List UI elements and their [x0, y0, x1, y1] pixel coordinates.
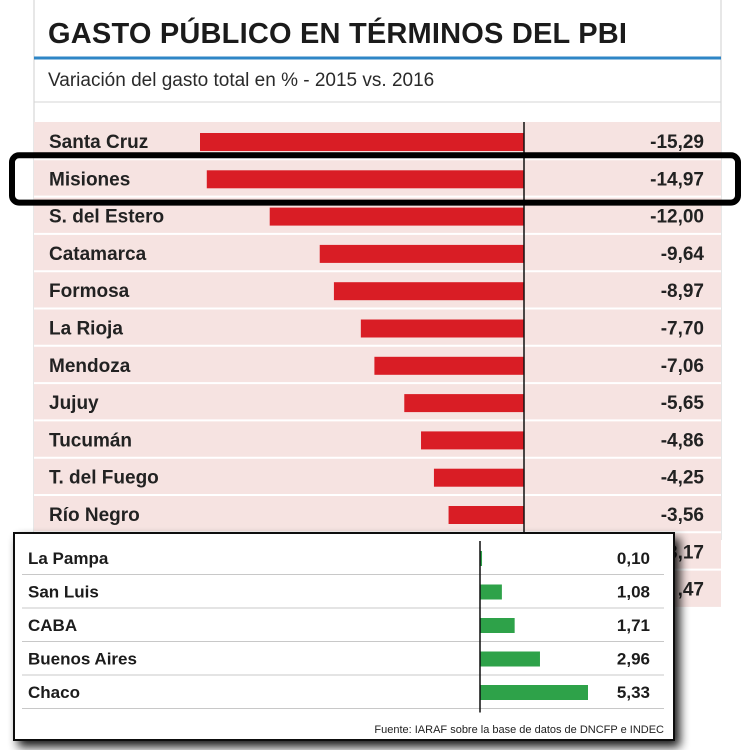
- category-label-caba: CABA: [28, 616, 77, 635]
- bar-jujuy: [404, 394, 524, 413]
- bar-la-pampa: [480, 551, 483, 566]
- category-label-buenos-aires: Buenos Aires: [28, 650, 137, 669]
- value-label-catamarca: -9,64: [661, 244, 705, 265]
- bar-misiones: [206, 170, 525, 189]
- value-label-la-pampa: 0,10: [617, 549, 650, 568]
- value-label-mendoza: -7,06: [661, 356, 704, 377]
- value-label-jujuy: -5,65: [661, 393, 705, 414]
- category-label-rio-negro: Río Negro: [49, 505, 140, 526]
- value-label-rio-negro: -3,56: [661, 505, 704, 526]
- value-label-t-del-fuego: -4,25: [661, 468, 705, 489]
- value-label-formosa: -8,97: [661, 281, 704, 302]
- bar-caba: [480, 618, 515, 633]
- value-label-misiones: -14,97: [650, 169, 704, 190]
- value-label-la-rioja: -7,70: [661, 319, 704, 340]
- category-label-s-del-estero: S. del Estero: [49, 207, 164, 228]
- value-label-caba: 1,71: [617, 616, 650, 635]
- bar-s-del-estero: [269, 207, 524, 226]
- category-label-t-del-fuego: T. del Fuego: [49, 468, 159, 489]
- value-label-buenos-aires: 2,96: [617, 650, 650, 669]
- value-label-san-luis: 1,08: [617, 583, 650, 602]
- chart-title: GASTO PÚBLICO EN TÉRMINOS DEL PBI: [48, 18, 628, 50]
- bar-rio-negro: [448, 506, 524, 524]
- value-label-tucuman: -4,86: [661, 430, 704, 451]
- positive-panel-frame: [13, 532, 675, 741]
- category-label-misiones: Misiones: [49, 169, 130, 190]
- bar-tucuman: [421, 431, 524, 450]
- value-label-santa-cruz: -15,29: [650, 132, 704, 153]
- hidden-value-label: 3,17: [667, 542, 704, 563]
- category-label-la-pampa: La Pampa: [28, 549, 109, 568]
- bar-san-luis: [480, 584, 502, 600]
- category-label-san-luis: San Luis: [28, 583, 99, 602]
- category-label-catamarca: Catamarca: [49, 244, 147, 265]
- bar-chaco: [480, 685, 588, 700]
- category-label-jujuy: Jujuy: [49, 393, 99, 414]
- value-label-chaco: 5,33: [617, 683, 650, 702]
- category-label-mendoza: Mendoza: [49, 356, 131, 377]
- bar-buenos-aires: [480, 651, 540, 667]
- chart-subtitle: Variación del gasto total en % - 2015 vs…: [48, 70, 435, 91]
- category-label-tucuman: Tucumán: [49, 430, 132, 451]
- bar-santa-cruz: [200, 133, 524, 151]
- category-label-chaco: Chaco: [28, 683, 80, 702]
- bar-la-rioja: [360, 319, 524, 338]
- bar-t-del-fuego: [433, 468, 524, 487]
- highlight-box: [9, 152, 741, 206]
- bar-formosa: [333, 282, 524, 301]
- bar-mendoza: [374, 356, 524, 375]
- category-label-formosa: Formosa: [49, 281, 130, 302]
- category-label-santa-cruz: Santa Cruz: [49, 132, 148, 153]
- hidden-value-label: ,47: [678, 580, 704, 601]
- value-label-s-del-estero: -12,00: [650, 207, 704, 228]
- bar-catamarca: [319, 244, 524, 263]
- category-label-la-rioja: La Rioja: [49, 319, 123, 340]
- positive-panel: La Pampa 0,10 San Luis 1,08 CABA 1,71 Buenos A…: [13, 532, 675, 741]
- source-note: Fuente: IARAF sobre la base de datos de …: [374, 724, 664, 736]
